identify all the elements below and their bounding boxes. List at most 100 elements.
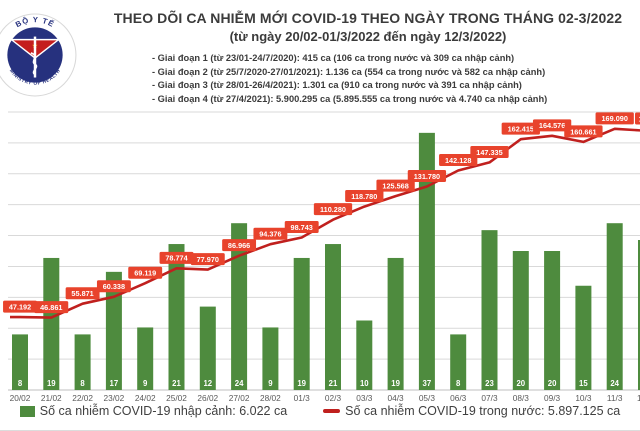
line-value-box — [532, 119, 572, 132]
line-value-label: 160.661 — [570, 127, 596, 136]
line-value-label: 125.568 — [382, 181, 408, 190]
bar-value-label: 9 — [143, 379, 148, 388]
line-value-box — [407, 169, 447, 182]
line-value-box — [595, 112, 634, 125]
bar-value-label: 8 — [456, 379, 461, 388]
line-value-box — [439, 153, 478, 166]
logo-top-text: BỘ Y TẾ — [14, 15, 57, 29]
line-value-box — [501, 122, 540, 135]
page-subtitle: (từ ngày 20/02-01/3/2022 đến ngày 12/3/2… — [229, 29, 507, 44]
bar-imported — [356, 320, 373, 390]
bar-value-label: 20 — [548, 379, 557, 388]
bar-imported — [168, 244, 185, 390]
x-tick-label: 22/02 — [72, 393, 93, 403]
bar-imported — [12, 334, 28, 390]
line-value-label: 94.376 — [259, 230, 281, 239]
bar-value-label: 9 — [268, 379, 273, 388]
line-value-box — [65, 287, 100, 300]
bar-value-label: 37 — [423, 379, 432, 388]
line-value-label: 164.576 — [539, 121, 565, 130]
bar-value-label: 20 — [516, 379, 525, 388]
bar-imported — [137, 327, 154, 390]
x-tick-label: 02/3 — [325, 393, 342, 403]
line-value-box — [34, 301, 69, 314]
line-value-label: 78.774 — [165, 254, 188, 263]
bar-imported — [575, 285, 592, 390]
bar-imported — [450, 334, 467, 390]
x-tick-label-clipped: 1 — [637, 393, 640, 403]
bar-value-label: 15 — [579, 379, 588, 388]
x-tick-label: 25/02 — [166, 393, 187, 403]
x-tick-label: 08/3 — [513, 393, 530, 403]
x-tick-label: 09/3 — [544, 393, 561, 403]
bar-value-label: 12 — [203, 379, 212, 388]
x-tick-label: 04/3 — [388, 393, 405, 403]
x-tick-label: 28/02 — [260, 393, 281, 403]
bar-imported — [387, 257, 404, 390]
line-value-box — [253, 227, 288, 240]
x-tick-label: 06/3 — [450, 393, 467, 403]
phase-2-line: - Giai đoạn 2 (từ 25/7/2020-27/01/2021):… — [152, 66, 546, 77]
bar-imported — [325, 244, 341, 390]
legend-imported-label: Số ca nhiễm COVID-19 nhập cảnh: 6.022 ca — [39, 404, 288, 418]
line-value-label: 169.090 — [602, 114, 628, 123]
bar-imported — [74, 334, 91, 390]
bar-imported — [481, 230, 498, 390]
phase-summary: - Giai đoạn 1 (từ 23/01-24/7/2020): 415 … — [152, 52, 547, 106]
line-value-label: 142.128 — [445, 156, 471, 165]
phase-3-line: - Giai đoạn 3 (từ 28/01-26/4/2021): 1.30… — [152, 80, 522, 91]
legend-domestic: Số ca nhiễm COVID-19 trong nước: 5.897.1… — [323, 404, 620, 418]
bar-imported — [262, 327, 279, 390]
bar-imported — [43, 257, 60, 390]
bar-value-label: 19 — [47, 379, 56, 388]
bar-imported — [512, 251, 529, 390]
x-tick-label: 05/3 — [419, 393, 436, 403]
x-tick-label: 27/02 — [229, 393, 250, 403]
page-title: THEO DÕI CA NHIỄM MỚI COVID-19 THEO NGÀY… — [113, 10, 623, 26]
phase-1-line: - Giai đoạn 1 (từ 23/01-24/7/2020): 415 … — [152, 53, 515, 63]
line-value-label: 131.780 — [414, 172, 440, 181]
line-value-label: 98.743 — [291, 223, 313, 232]
line-value-box — [284, 220, 319, 233]
line-value-box — [564, 125, 603, 138]
bar-value-label: 8 — [18, 379, 23, 388]
bar-value-label: 23 — [485, 379, 494, 388]
line-value-box — [376, 179, 415, 192]
line-value-label: 46.861 — [40, 303, 62, 312]
line-value-box — [313, 203, 353, 216]
x-tick-label: 24/02 — [135, 393, 156, 403]
line-value-label: 77.970 — [197, 255, 219, 264]
x-tick-label: 21/02 — [41, 393, 62, 403]
bar-value-label: 17 — [110, 379, 119, 388]
line-value-label: 55.871 — [71, 289, 93, 298]
line-value-label: 60.338 — [103, 282, 125, 291]
bar-imported — [418, 132, 435, 390]
chart-legend: Số ca nhiễm COVID-19 nhập cảnh: 6.022 ca… — [0, 404, 640, 418]
legend-imported: Số ca nhiễm COVID-19 nhập cảnh: 6.022 ca — [19, 404, 288, 418]
line-value-box — [470, 145, 509, 158]
bar-imported — [231, 223, 248, 390]
line-value-box-clipped — [635, 112, 640, 125]
bar-imported — [544, 251, 561, 390]
bar-value-label: 19 — [297, 379, 306, 388]
line-value-label: 110.280 — [320, 205, 346, 214]
line-value-box — [159, 251, 194, 264]
line-value-box — [222, 239, 257, 252]
bar-imported — [606, 223, 623, 390]
x-tick-label: 03/3 — [356, 393, 373, 403]
logo-snake-icon — [30, 52, 38, 76]
line-value-box — [3, 300, 37, 313]
x-tick-label: 11/3 — [607, 393, 623, 403]
line-value-box — [345, 190, 384, 203]
x-tick-label: 23/02 — [104, 393, 125, 403]
bar-imported — [105, 271, 122, 390]
bar-value-label: 21 — [329, 379, 338, 388]
x-tick-label: 10/3 — [575, 393, 592, 403]
x-tick-label: 20/02 — [10, 393, 31, 403]
line-value-box — [96, 280, 131, 293]
line-value-label: 162.415 — [508, 125, 534, 134]
imported-bar-swatch-icon — [19, 405, 35, 417]
bar-imported-clipped — [638, 240, 640, 390]
